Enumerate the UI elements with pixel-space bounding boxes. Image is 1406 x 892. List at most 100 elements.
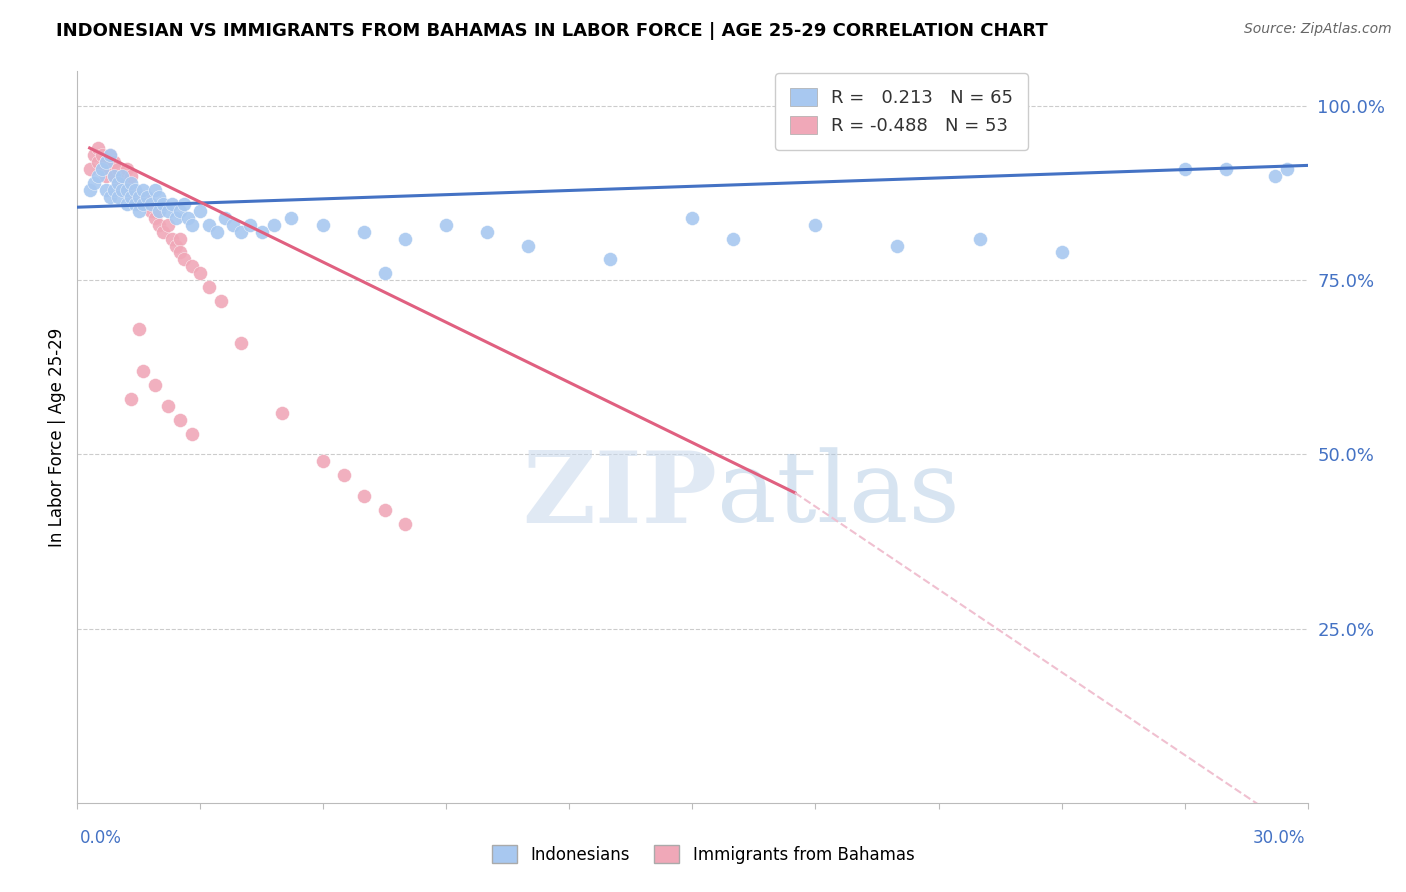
Point <box>148 203 170 218</box>
Point <box>682 211 704 225</box>
Point <box>143 183 166 197</box>
Point <box>141 196 163 211</box>
Point <box>394 231 416 245</box>
Point <box>1215 161 1237 176</box>
Point <box>90 161 114 176</box>
Point <box>120 183 142 197</box>
Point <box>173 196 195 211</box>
Point <box>969 231 991 245</box>
Point <box>136 196 159 211</box>
Point <box>128 196 150 211</box>
Point <box>1050 245 1073 260</box>
Point <box>107 190 129 204</box>
Point <box>115 176 138 190</box>
Point <box>132 196 155 211</box>
Point <box>160 231 183 245</box>
Point <box>124 190 146 204</box>
Point <box>98 190 121 204</box>
Point <box>120 190 142 204</box>
Point <box>280 211 302 225</box>
Point <box>181 260 204 274</box>
Point <box>394 517 416 532</box>
Point <box>141 203 163 218</box>
Point <box>160 196 183 211</box>
Point <box>120 392 142 406</box>
Point <box>103 155 125 169</box>
Y-axis label: In Labor Force | Age 25-29: In Labor Force | Age 25-29 <box>48 327 66 547</box>
Point <box>128 190 150 204</box>
Point <box>723 231 745 245</box>
Point <box>103 183 125 197</box>
Text: 0.0%: 0.0% <box>80 829 122 847</box>
Point <box>111 169 134 183</box>
Point <box>107 161 129 176</box>
Point <box>143 211 166 225</box>
Point <box>83 148 105 162</box>
Point <box>209 294 232 309</box>
Point <box>169 231 191 245</box>
Point <box>517 238 540 252</box>
Point <box>231 336 253 351</box>
Point <box>136 190 159 204</box>
Text: ZIP: ZIP <box>522 447 717 544</box>
Point <box>353 489 375 503</box>
Point <box>169 412 191 426</box>
Point <box>103 169 125 183</box>
Point <box>143 377 166 392</box>
Point <box>79 183 101 197</box>
Point <box>124 183 146 197</box>
Point <box>90 161 114 176</box>
Point <box>239 218 262 232</box>
Point <box>312 454 335 468</box>
Point <box>333 468 356 483</box>
Point <box>222 218 245 232</box>
Point <box>132 364 155 378</box>
Point <box>374 266 396 280</box>
Point <box>1275 161 1298 176</box>
Point <box>188 203 212 218</box>
Text: atlas: atlas <box>717 448 960 543</box>
Point <box>374 503 396 517</box>
Point <box>111 169 134 183</box>
Point <box>115 183 138 197</box>
Point <box>148 190 170 204</box>
Point <box>181 426 204 441</box>
Point <box>148 218 170 232</box>
Point <box>250 225 273 239</box>
Text: INDONESIAN VS IMMIGRANTS FROM BAHAMAS IN LABOR FORCE | AGE 25-29 CORRELATION CHA: INDONESIAN VS IMMIGRANTS FROM BAHAMAS IN… <box>56 22 1047 40</box>
Legend: Indonesians, Immigrants from Bahamas: Indonesians, Immigrants from Bahamas <box>485 838 921 871</box>
Point <box>197 280 219 294</box>
Point <box>353 225 375 239</box>
Point <box>107 176 129 190</box>
Point <box>312 218 335 232</box>
Point <box>214 211 236 225</box>
Point <box>87 155 110 169</box>
Point <box>124 196 146 211</box>
Point <box>197 218 219 232</box>
Point <box>165 211 187 225</box>
Point <box>120 169 142 183</box>
Point <box>79 161 101 176</box>
Point <box>94 155 117 169</box>
Point <box>148 203 170 218</box>
Point <box>128 322 150 336</box>
Point <box>111 183 134 197</box>
Point <box>152 225 174 239</box>
Point <box>231 225 253 239</box>
Point <box>90 148 114 162</box>
Point <box>165 238 187 252</box>
Text: Source: ZipAtlas.com: Source: ZipAtlas.com <box>1244 22 1392 37</box>
Point <box>477 225 499 239</box>
Point <box>177 211 200 225</box>
Point <box>156 203 179 218</box>
Point <box>87 169 110 183</box>
Point <box>103 169 125 183</box>
Point <box>128 203 150 218</box>
Point <box>94 155 117 169</box>
Point <box>83 176 105 190</box>
Point <box>271 406 294 420</box>
Point <box>152 196 174 211</box>
Point <box>111 183 134 197</box>
Point <box>804 218 827 232</box>
Point <box>205 225 228 239</box>
